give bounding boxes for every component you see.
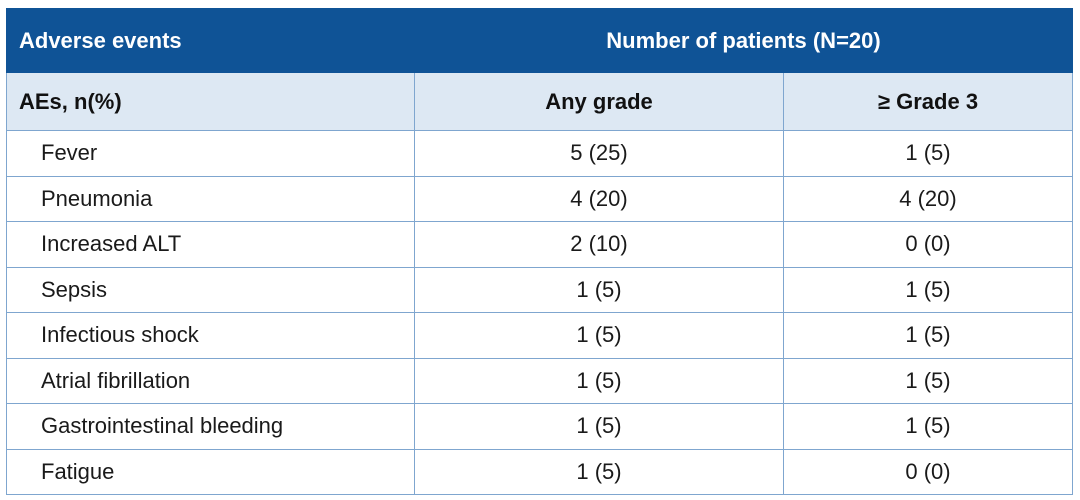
grade3-value: 1 (5) xyxy=(783,403,1073,450)
adverse-events-heading: Adverse events xyxy=(6,8,415,73)
grade3-column-header: ≥ Grade 3 xyxy=(783,72,1073,131)
table-row: Infectious shock 1 (5) 1 (5) xyxy=(6,312,1073,359)
any-grade-value: 2 (10) xyxy=(414,221,784,268)
table-row: Fatigue 1 (5) 0 (0) xyxy=(6,448,1073,495)
event-name: Increased ALT xyxy=(6,221,415,268)
any-grade-value: 1 (5) xyxy=(414,312,784,359)
any-grade-value: 1 (5) xyxy=(414,448,784,495)
event-name: Atrial fibrillation xyxy=(6,357,415,404)
any-grade-value: 1 (5) xyxy=(414,403,784,450)
table-row: Increased ALT 2 (10) 0 (0) xyxy=(6,221,1073,268)
any-grade-value: 1 (5) xyxy=(414,357,784,404)
event-name: Infectious shock xyxy=(6,312,415,359)
grade3-value: 1 (5) xyxy=(783,357,1073,404)
event-name: Fatigue xyxy=(6,448,415,495)
aes-column-header: AEs, n(%) xyxy=(6,72,415,131)
table-title-row: Adverse events Number of patients (N=20) xyxy=(6,8,1073,73)
table-row: Atrial fibrillation 1 (5) 1 (5) xyxy=(6,357,1073,404)
table-row: Fever 5 (25) 1 (5) xyxy=(6,130,1073,177)
event-name: Gastrointestinal bleeding xyxy=(6,403,415,450)
grade3-value: 1 (5) xyxy=(783,312,1073,359)
event-name: Pneumonia xyxy=(6,175,415,222)
adverse-events-table: Adverse events Number of patients (N=20)… xyxy=(6,8,1073,495)
grade3-value: 4 (20) xyxy=(783,175,1073,222)
any-grade-value: 1 (5) xyxy=(414,266,784,313)
table-row: Pneumonia 4 (20) 4 (20) xyxy=(6,175,1073,222)
any-grade-column-header: Any grade xyxy=(414,72,784,131)
table-row: Sepsis 1 (5) 1 (5) xyxy=(6,266,1073,313)
event-name: Fever xyxy=(6,130,415,177)
grade3-value: 0 (0) xyxy=(783,221,1073,268)
table-subheader-row: AEs, n(%) Any grade ≥ Grade 3 xyxy=(6,72,1073,131)
any-grade-value: 4 (20) xyxy=(414,175,784,222)
any-grade-value: 5 (25) xyxy=(414,130,784,177)
event-name: Sepsis xyxy=(6,266,415,313)
patients-heading: Number of patients (N=20) xyxy=(414,8,1073,73)
grade3-value: 1 (5) xyxy=(783,266,1073,313)
grade3-value: 1 (5) xyxy=(783,130,1073,177)
grade3-value: 0 (0) xyxy=(783,448,1073,495)
table-row: Gastrointestinal bleeding 1 (5) 1 (5) xyxy=(6,403,1073,450)
